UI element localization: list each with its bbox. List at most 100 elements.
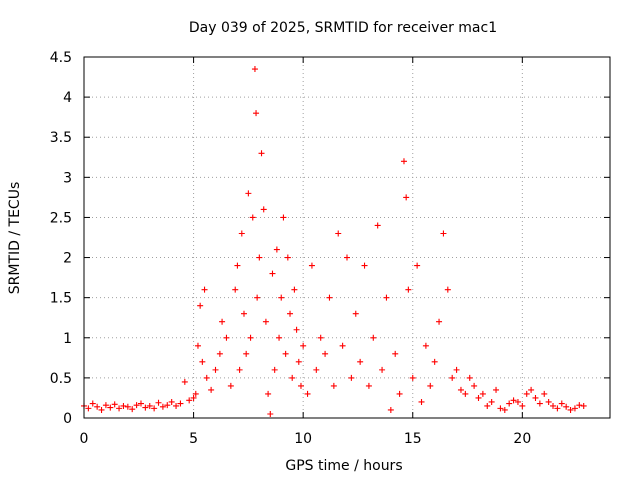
data-point [383,294,390,301]
data-point [258,150,265,157]
y-tick-label: 3.5 [50,130,72,146]
x-tick-label: 5 [189,431,198,447]
data-point [265,390,272,397]
data-point [94,403,101,410]
data-point [475,394,482,401]
data-point [199,358,206,365]
data-point [466,374,473,381]
data-point [400,158,407,165]
data-point [335,230,342,237]
data-point [249,214,256,221]
data-point [304,390,311,397]
data-point [245,190,252,197]
x-tick-labels: 0 5 10 15 20 [80,431,532,447]
y-tick-label: 2.5 [50,210,72,226]
data-point [247,334,254,341]
data-point [550,402,557,409]
data-point [528,386,535,393]
data-point [576,402,583,409]
data-point [387,406,394,413]
data-point [85,405,92,412]
data-point [436,318,443,325]
data-point [295,358,302,365]
data-point [479,390,486,397]
data-point [232,286,239,293]
data-point [133,402,140,409]
data-point [396,390,403,397]
data-point [124,403,131,410]
data-point [484,402,491,409]
data-point [339,342,346,349]
data-point [497,405,504,412]
data-point [278,294,285,301]
data-point [488,398,495,405]
data-point [142,404,149,411]
data-point [457,386,464,393]
data-point [284,254,291,261]
data-point [227,382,234,389]
data-point [563,403,570,410]
data-point [571,405,578,412]
y-tick-labels: 0 0.5 1 1.5 2 2.5 3 3.5 4 4.5 [50,50,72,427]
data-point [379,366,386,373]
data-point [414,262,421,269]
data-point [291,286,298,293]
data-point [374,222,381,229]
data-point [234,262,241,269]
data-point [197,302,204,309]
data-point [164,402,171,409]
data-point [256,254,263,261]
data-point [532,394,539,401]
grid-lines [84,57,610,418]
data-point [273,246,280,253]
data-point [168,398,175,405]
data-point [260,206,267,213]
data-point [519,402,526,409]
axis-ticks [83,56,610,419]
data-point [453,366,460,373]
data-point [361,262,368,269]
y-tick-label: 2 [63,251,72,267]
y-tick-label: 3 [63,170,72,186]
data-point [427,382,434,389]
data-point [392,350,399,357]
data-point [330,382,337,389]
data-point [190,394,197,401]
data-point [280,214,287,221]
data-point [236,366,243,373]
data-point [322,350,329,357]
data-point [151,405,158,412]
data-point [212,366,219,373]
data-points [81,66,587,417]
data-point [289,374,296,381]
data-point [558,400,565,407]
data-point [243,350,250,357]
y-tick-label: 1 [63,331,72,347]
data-point [282,350,289,357]
data-point [287,310,294,317]
data-point [129,406,136,413]
data-point [208,386,215,393]
data-point [194,342,201,349]
data-point [501,406,508,413]
y-tick-label: 4 [63,90,72,106]
y-tick-label: 1.5 [50,291,72,307]
data-point [253,110,260,117]
data-point [514,398,521,405]
data-point [365,382,372,389]
data-point [146,402,153,409]
data-point [120,402,127,409]
data-point [471,382,478,389]
data-point [137,400,144,407]
data-point [107,404,114,411]
data-point [271,366,278,373]
data-point [344,254,350,261]
data-point [370,334,377,341]
data-point [536,400,543,407]
data-point [238,230,245,237]
y-tick-label: 4.5 [50,50,72,66]
x-tick-label: 0 [80,431,89,447]
data-point [308,262,315,269]
data-point [203,374,210,381]
data-point [554,405,561,412]
